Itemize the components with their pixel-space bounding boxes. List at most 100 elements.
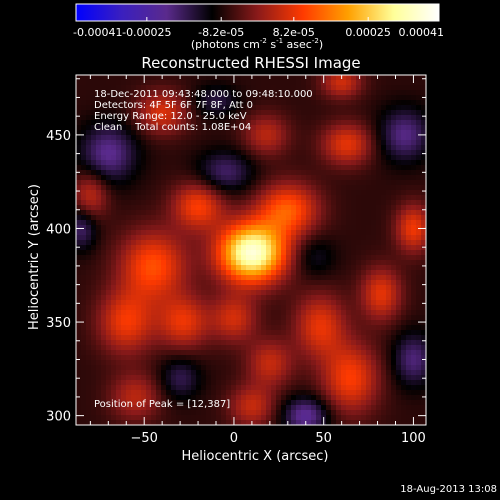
heatmap-cell	[346, 130, 352, 136]
heatmap-cell	[351, 275, 357, 281]
heatmap-cell	[421, 350, 426, 356]
heatmap-cell	[241, 380, 247, 386]
heatmap-cell	[406, 155, 412, 161]
heatmap-cell	[416, 95, 422, 101]
heatmap-cell	[151, 210, 157, 216]
heatmap-cell	[286, 395, 292, 401]
heatmap-cell	[401, 95, 407, 101]
heatmap-cell	[216, 225, 222, 231]
heatmap-cell	[416, 405, 422, 411]
heatmap-cell	[311, 395, 317, 401]
heatmap-cell	[186, 420, 192, 425]
heatmap-cell	[271, 310, 277, 316]
heatmap-cell	[416, 330, 422, 336]
heatmap-cell	[286, 190, 292, 196]
heatmap-cell	[336, 295, 342, 301]
heatmap-cell	[161, 365, 167, 371]
heatmap-cell	[146, 100, 152, 106]
heatmap-cell	[156, 125, 162, 131]
heatmap-cell	[361, 295, 367, 301]
heatmap-cell	[251, 380, 257, 386]
heatmap-cell	[171, 230, 177, 236]
heatmap-cell	[381, 100, 387, 106]
heatmap-cell	[336, 375, 342, 381]
heatmap-cell	[166, 180, 172, 186]
heatmap-cell	[296, 300, 302, 306]
heatmap-cell	[111, 335, 117, 341]
heatmap-cell	[211, 290, 217, 296]
heatmap-cell	[111, 210, 117, 216]
heatmap-cell	[291, 375, 297, 381]
heatmap-cell	[396, 195, 402, 201]
heatmap-cell	[141, 140, 147, 146]
heatmap-cell	[286, 300, 292, 306]
heatmap-cell	[261, 220, 267, 226]
heatmap-cell	[76, 335, 82, 341]
heatmap-cell	[351, 160, 357, 166]
heatmap-cell	[396, 205, 402, 211]
heatmap-cell	[301, 80, 307, 86]
heatmap-cell	[151, 400, 157, 406]
heatmap-cell	[146, 325, 152, 331]
heatmap-cell	[131, 245, 137, 251]
heatmap-cell	[101, 195, 107, 201]
heatmap-cell	[261, 140, 267, 146]
heatmap-cell	[151, 200, 157, 206]
heatmap-cell	[276, 85, 282, 91]
heatmap-cell	[351, 350, 357, 356]
heatmap-cell	[96, 210, 102, 216]
heatmap-cell	[121, 220, 127, 226]
heatmap-cell	[356, 105, 362, 111]
heatmap-cell	[146, 145, 152, 151]
heatmap-cell	[221, 310, 227, 316]
heatmap-cell	[156, 240, 162, 246]
heatmap-cell	[211, 245, 217, 251]
heatmap-cell	[216, 220, 222, 226]
heatmap-cell	[321, 320, 327, 326]
heatmap-cell	[221, 170, 227, 176]
heatmap-cell	[101, 330, 107, 336]
heatmap-cell	[141, 135, 147, 141]
heatmap-cell	[246, 165, 252, 171]
heatmap-cell	[196, 175, 202, 181]
heatmap-cell	[256, 325, 262, 331]
heatmap-cell	[391, 145, 397, 151]
heatmap-cell	[186, 200, 192, 206]
heatmap-cell	[381, 210, 387, 216]
heatmap-cell	[241, 100, 247, 106]
heatmap-cell	[411, 110, 417, 116]
heatmap-cell	[236, 390, 242, 396]
heatmap-cell	[76, 135, 82, 141]
heatmap-cell	[331, 315, 337, 321]
heatmap-cell	[121, 300, 127, 306]
heatmap-cell	[91, 280, 97, 286]
heatmap-cell	[416, 160, 422, 166]
heatmap-cell	[221, 130, 227, 136]
heatmap-cell	[371, 280, 377, 286]
heatmap-cell	[351, 300, 357, 306]
heatmap-cell	[276, 185, 282, 191]
heatmap-cell	[311, 390, 317, 396]
heatmap-cell	[196, 95, 202, 101]
heatmap-cell	[291, 355, 297, 361]
heatmap-cell	[271, 115, 277, 121]
heatmap-cell	[116, 215, 122, 221]
heatmap-cell	[111, 195, 117, 201]
heatmap-cell	[131, 420, 137, 425]
heatmap-cell	[176, 130, 182, 136]
heatmap-cell	[216, 100, 222, 106]
heatmap-cell	[181, 140, 187, 146]
heatmap-cell	[291, 190, 297, 196]
heatmap-cell	[341, 375, 347, 381]
heatmap-cell	[146, 215, 152, 221]
heatmap-cell	[91, 290, 97, 296]
heatmap-cell	[76, 295, 82, 301]
heatmap-cell	[241, 340, 247, 346]
heatmap-cell	[271, 295, 277, 301]
heatmap-cell	[326, 385, 332, 391]
heatmap-cell	[256, 310, 262, 316]
heatmap-cell	[376, 175, 382, 181]
heatmap-cell	[76, 245, 82, 251]
heatmap-cell	[236, 140, 242, 146]
heatmap-cell	[81, 95, 87, 101]
